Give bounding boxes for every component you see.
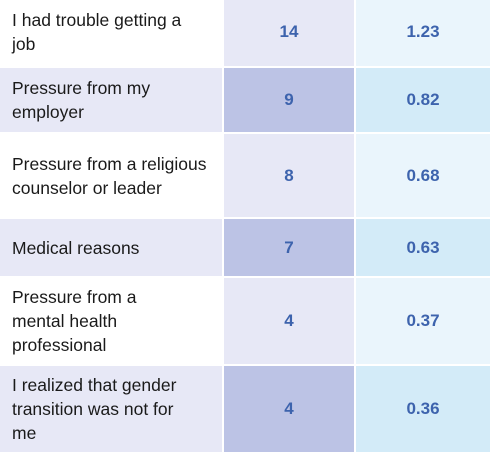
reason-cell: Pressure from a religious counselor or l… [0, 134, 224, 217]
reason-cell: I had trouble getting a job [0, 0, 224, 66]
count-cell: 7 [224, 219, 356, 276]
count-cell: 14 [224, 0, 356, 66]
table-row: I realized that gender transition was no… [0, 366, 494, 454]
table-row: Pressure from a mental health profession… [0, 278, 494, 366]
percent-cell: 0.37 [356, 278, 490, 364]
count-cell: 8 [224, 134, 356, 217]
table-row: I had trouble getting a job 14 1.23 [0, 0, 494, 68]
table-row: Pressure from a religious counselor or l… [0, 134, 494, 219]
percent-cell: 1.23 [356, 0, 490, 66]
count-cell: 4 [224, 278, 356, 364]
reason-cell: Medical reasons [0, 219, 224, 276]
percent-cell: 0.63 [356, 219, 490, 276]
count-cell: 4 [224, 366, 356, 452]
percent-cell: 0.68 [356, 134, 490, 217]
reason-cell: Pressure from a mental health profession… [0, 278, 224, 364]
reason-cell: I realized that gender transition was no… [0, 366, 224, 452]
count-cell: 9 [224, 68, 356, 132]
reason-cell: Pressure from my employer [0, 68, 224, 132]
data-table: I had trouble getting a job 14 1.23 Pres… [0, 0, 494, 454]
percent-cell: 0.82 [356, 68, 490, 132]
percent-cell: 0.36 [356, 366, 490, 452]
table-row: Pressure from my employer 9 0.82 [0, 68, 494, 134]
table-row: Medical reasons 7 0.63 [0, 219, 494, 278]
